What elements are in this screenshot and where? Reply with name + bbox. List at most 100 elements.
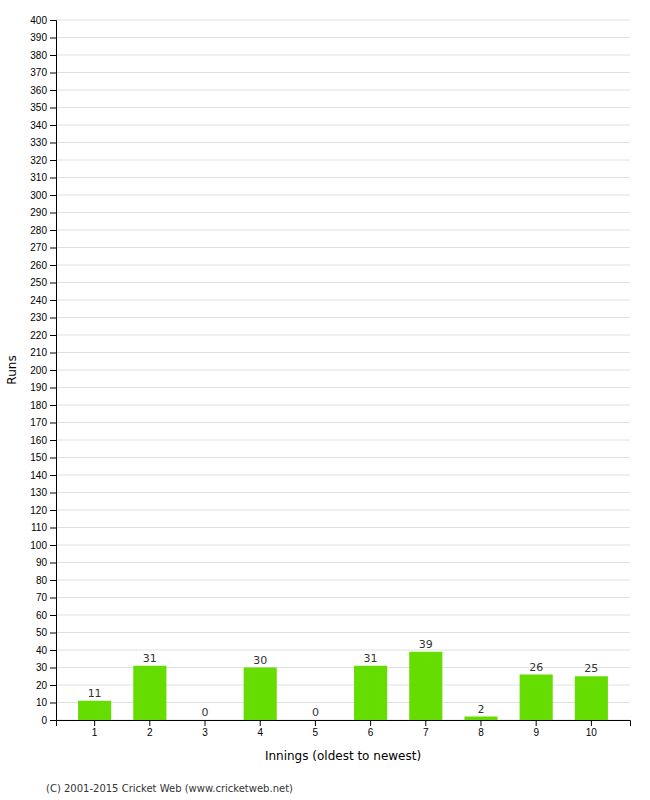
grid-line [56, 545, 630, 546]
y-tick-mark [50, 545, 56, 546]
y-tick-label: 0 [41, 715, 47, 726]
y-tick: 400 [30, 15, 56, 26]
x-tick-label: 4 [257, 727, 263, 738]
grid-line [56, 55, 630, 56]
y-tick: 370 [30, 67, 56, 78]
bar [244, 668, 277, 721]
grid-line [56, 352, 630, 353]
y-tick: 360 [30, 85, 56, 96]
x-tick-label: 8 [478, 727, 484, 738]
y-tick-mark [50, 423, 56, 424]
x-tick-label: 6 [368, 727, 374, 738]
y-tick: 390 [30, 32, 56, 43]
grid-line [56, 107, 630, 108]
data-label: 0 [202, 706, 209, 719]
y-tick: 160 [30, 435, 56, 446]
y-tick-label: 210 [30, 347, 47, 358]
y-tick-label: 110 [31, 522, 47, 533]
y-tick-mark [50, 55, 56, 56]
x-tick-mark [94, 720, 95, 726]
grid-line [56, 615, 630, 616]
x-tick: 1 [92, 720, 98, 738]
y-tick: 140 [30, 470, 56, 481]
x-axis-line [57, 721, 631, 727]
data-label: 0 [312, 706, 319, 719]
y-tick-mark [50, 248, 56, 249]
y-tick-mark [50, 73, 56, 74]
y-tick-label: 390 [30, 32, 47, 43]
x-tick: 7 [423, 720, 429, 738]
y-tick: 90 [36, 557, 56, 568]
y-tick: 130 [30, 487, 56, 498]
x-tick-mark [480, 720, 481, 726]
y-tick: 350 [30, 102, 56, 113]
y-tick-mark [50, 580, 56, 581]
grid-line [56, 90, 630, 91]
data-label: 11 [88, 687, 102, 700]
y-tick-label: 140 [30, 470, 47, 481]
grid-line [56, 317, 630, 318]
y-tick-mark [50, 668, 56, 669]
grid-line [56, 300, 630, 301]
y-tick-mark [50, 108, 56, 109]
grid-line [56, 387, 630, 388]
y-tick-mark [50, 685, 56, 686]
grid-line [56, 160, 630, 161]
grid-line [56, 177, 630, 178]
y-tick-mark [50, 633, 56, 634]
y-tick: 40 [36, 645, 56, 656]
y-tick: 120 [30, 505, 56, 516]
y-tick: 290 [30, 207, 56, 218]
y-tick: 340 [30, 120, 56, 131]
y-tick: 70 [36, 592, 56, 603]
grid-line [56, 125, 630, 126]
y-tick-mark [50, 265, 56, 266]
y-tick: 320 [30, 155, 56, 166]
y-tick-mark [50, 405, 56, 406]
y-tick-mark [50, 353, 56, 354]
y-tick-label: 380 [30, 50, 47, 61]
grid-line [56, 597, 630, 598]
bar [133, 666, 166, 720]
x-tick-label: 1 [92, 727, 98, 738]
grid-line [56, 580, 630, 581]
y-tick-label: 180 [30, 400, 47, 411]
data-label: 30 [253, 654, 267, 667]
grid-line [56, 510, 630, 511]
y-tick-label: 260 [30, 260, 47, 271]
y-tick-mark [50, 598, 56, 599]
x-tick-mark [205, 720, 206, 726]
y-tick-mark [50, 143, 56, 144]
grid-line [56, 422, 630, 423]
bar [575, 676, 608, 720]
y-tick: 180 [30, 400, 56, 411]
y-tick-label: 80 [36, 575, 48, 586]
y-tick-label: 120 [30, 505, 47, 516]
y-tick-mark [50, 370, 56, 371]
y-tick-mark [50, 283, 56, 284]
plot: 1131030031392262512345678910010203040506… [30, 15, 630, 738]
grid-line [56, 282, 630, 283]
data-label: 25 [584, 662, 598, 675]
y-tick-label: 300 [30, 190, 47, 201]
x-tick-label: 3 [202, 727, 208, 738]
y-tick-mark [50, 125, 56, 126]
y-tick-mark [50, 493, 56, 494]
y-tick-mark [50, 458, 56, 459]
y-tick-label: 10 [36, 697, 48, 708]
grid-line [56, 335, 630, 336]
x-tick-label: 7 [423, 727, 429, 738]
grid-line [56, 457, 630, 458]
y-tick-mark [50, 703, 56, 704]
y-tick: 50 [36, 627, 56, 638]
bar [464, 717, 497, 721]
y-tick: 260 [30, 260, 56, 271]
y-tick: 30 [36, 662, 56, 673]
bar [354, 666, 387, 720]
y-tick-label: 310 [30, 172, 47, 183]
y-tick-label: 160 [30, 435, 47, 446]
y-axis-title: Runs [5, 355, 19, 384]
grid-line [56, 650, 630, 651]
y-tick-label: 330 [30, 137, 47, 148]
bar [188, 720, 221, 721]
